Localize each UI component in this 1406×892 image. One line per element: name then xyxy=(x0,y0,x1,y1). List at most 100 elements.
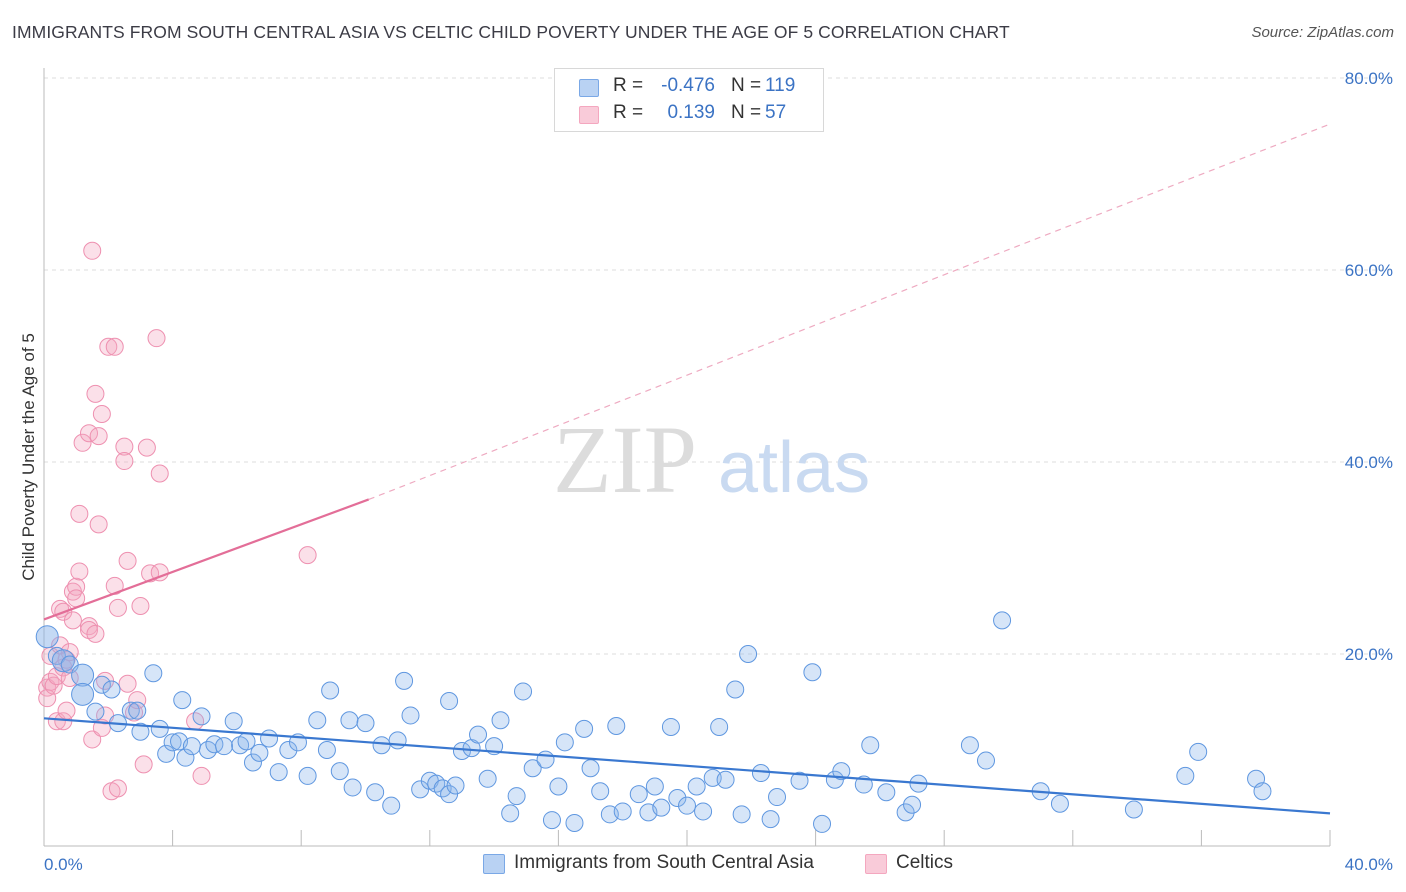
celtics-point xyxy=(51,599,70,618)
immigrants-point xyxy=(144,664,163,683)
celtics-point xyxy=(57,701,76,720)
immigrants-point xyxy=(716,770,735,789)
immigrants-point xyxy=(575,719,594,738)
celtics-point xyxy=(105,337,124,356)
immigrants-point xyxy=(960,736,979,755)
immigrants-point xyxy=(491,711,510,730)
grid-lines xyxy=(44,77,1394,655)
celtics-point xyxy=(63,611,82,630)
immigrants-point xyxy=(308,711,327,730)
celtics-point xyxy=(115,452,134,471)
immigrants-point xyxy=(549,777,568,796)
celtics-point xyxy=(70,504,89,523)
immigrants-point xyxy=(607,717,626,735)
watermark-atlas: atlas xyxy=(718,428,870,508)
immigrants-point xyxy=(269,763,288,782)
immigrants-point xyxy=(478,769,497,788)
immigrants-point xyxy=(469,725,488,744)
celtics-point xyxy=(44,676,63,695)
celtics-point xyxy=(89,515,108,534)
immigrants-point xyxy=(260,729,279,748)
immigrants-point xyxy=(298,766,317,785)
immigrants-point xyxy=(629,785,648,804)
immigrants-point xyxy=(440,692,459,711)
immigrants-point xyxy=(861,736,880,755)
celtics-point xyxy=(108,779,127,798)
immigrants-point xyxy=(128,701,147,720)
immigrants-point xyxy=(224,712,243,731)
immigrants-point xyxy=(903,795,922,814)
y-tick-label: 80.0% xyxy=(1345,69,1393,88)
immigrants-point xyxy=(317,741,336,759)
immigrants-point xyxy=(501,804,520,823)
celtics-point xyxy=(115,437,134,456)
immigrants-point xyxy=(92,675,111,694)
legend-label: Celtics xyxy=(896,852,954,873)
immigrants-point xyxy=(678,796,696,815)
immigrants-point xyxy=(687,777,706,796)
immigrants-point xyxy=(176,748,195,767)
immigrants-point xyxy=(542,811,561,830)
immigrants-point xyxy=(71,682,95,706)
immigrants-point xyxy=(761,810,780,829)
immigrants-point xyxy=(652,798,671,817)
celtics-point xyxy=(38,678,57,697)
immigrants-point xyxy=(356,714,375,733)
immigrants-trend-line xyxy=(43,717,1331,815)
immigrants-point xyxy=(446,776,465,795)
celtics-point xyxy=(89,427,108,446)
immigrants-point xyxy=(382,796,401,815)
stats-row-celtics: R = 0.139 N = 57 xyxy=(555,100,823,128)
immigrants-point xyxy=(388,731,407,750)
immigrants-point xyxy=(832,762,851,781)
celtics-trend-extension xyxy=(368,123,1331,500)
immigrants-point xyxy=(739,645,758,663)
watermark: ZIP atlas xyxy=(553,406,870,513)
celtics-point xyxy=(99,337,118,356)
immigrants-point xyxy=(163,733,182,752)
x-tick-label: 40.0% xyxy=(1345,855,1393,874)
immigrants-point xyxy=(896,803,915,822)
immigrants-point xyxy=(668,789,687,807)
immigrants-point xyxy=(372,736,391,755)
immigrants-point xyxy=(366,783,385,802)
legend-swatch-celtics xyxy=(865,854,887,874)
immigrants-point xyxy=(993,611,1012,630)
immigrants-point xyxy=(157,744,176,763)
immigrants-point xyxy=(35,625,59,649)
immigrants-point xyxy=(343,778,362,797)
immigrants-point xyxy=(661,717,680,736)
celtics-trend-line xyxy=(43,498,370,621)
immigrants-point xyxy=(507,787,526,806)
immigrants-point xyxy=(51,649,75,673)
watermark-zip: ZIP xyxy=(553,406,697,513)
immigrants-point xyxy=(803,663,822,682)
immigrants-point xyxy=(514,682,533,701)
celtics-point xyxy=(147,329,166,348)
immigrants-point xyxy=(1253,782,1272,801)
celtics-point xyxy=(80,617,99,636)
immigrants-point xyxy=(710,717,729,736)
immigrants-point xyxy=(86,702,105,721)
r-value: -0.476 xyxy=(661,75,715,96)
immigrants-point xyxy=(279,741,298,759)
immigrants-point xyxy=(694,802,713,821)
r-label: R = xyxy=(613,102,644,123)
celtics-point xyxy=(128,691,147,710)
y-tick-label: 60.0% xyxy=(1345,261,1393,280)
immigrants-point xyxy=(340,711,359,730)
immigrants-point xyxy=(243,753,262,772)
celtics-point xyxy=(73,433,92,452)
celtics-point xyxy=(118,674,137,693)
n-label: N = xyxy=(731,75,762,96)
celtics-point xyxy=(137,438,156,457)
legend-label: Immigrants from South Central Asia xyxy=(514,852,814,873)
immigrants-point xyxy=(250,743,269,762)
immigrants-point xyxy=(613,802,632,821)
immigrants-point xyxy=(102,680,121,699)
celtics-point xyxy=(118,551,137,570)
immigrants-point xyxy=(645,777,664,796)
immigrants-point xyxy=(726,680,745,699)
immigrants-point xyxy=(395,671,414,690)
immigrants-point xyxy=(555,733,574,752)
